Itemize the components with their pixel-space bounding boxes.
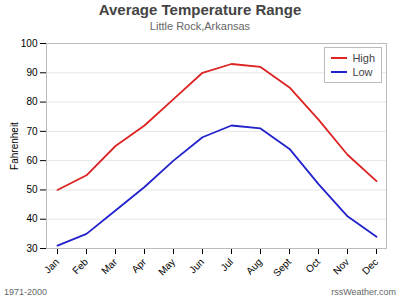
svg-text:Feb: Feb [70,256,90,276]
svg-text:Jun: Jun [187,256,206,275]
svg-text:60: 60 [26,155,38,166]
svg-text:70: 70 [26,126,38,137]
svg-text:90: 90 [26,67,38,78]
svg-text:80: 80 [26,96,38,107]
svg-text:30: 30 [26,243,38,254]
svg-text:Sept: Sept [271,256,293,278]
svg-text:Aug: Aug [244,256,264,276]
svg-text:Apr: Apr [129,256,148,275]
svg-text:Fahrenheit: Fahrenheit [9,122,20,170]
svg-text:50: 50 [26,184,38,195]
svg-text:Nov: Nov [331,256,351,276]
html-text:High: High [352,52,375,64]
html-text:Low: Low [352,66,373,78]
svg-text:May: May [156,256,177,277]
svg-text:Oct: Oct [303,256,322,275]
svg-text:Dec: Dec [360,256,380,276]
html-text:rssWeather.com: rssWeather.com [331,287,396,297]
svg-text:40: 40 [26,213,38,224]
svg-text:Jan: Jan [42,256,61,275]
html-text:1971-2000: 1971-2000 [4,287,47,297]
svg-text:Mar: Mar [99,256,119,276]
html-text:Average Temperature Range: Average Temperature Range [98,1,302,18]
svg-text:100: 100 [21,38,38,49]
svg-text:Jul: Jul [218,256,235,273]
html-text:Little Rock,Arkansas: Little Rock,Arkansas [149,20,251,32]
